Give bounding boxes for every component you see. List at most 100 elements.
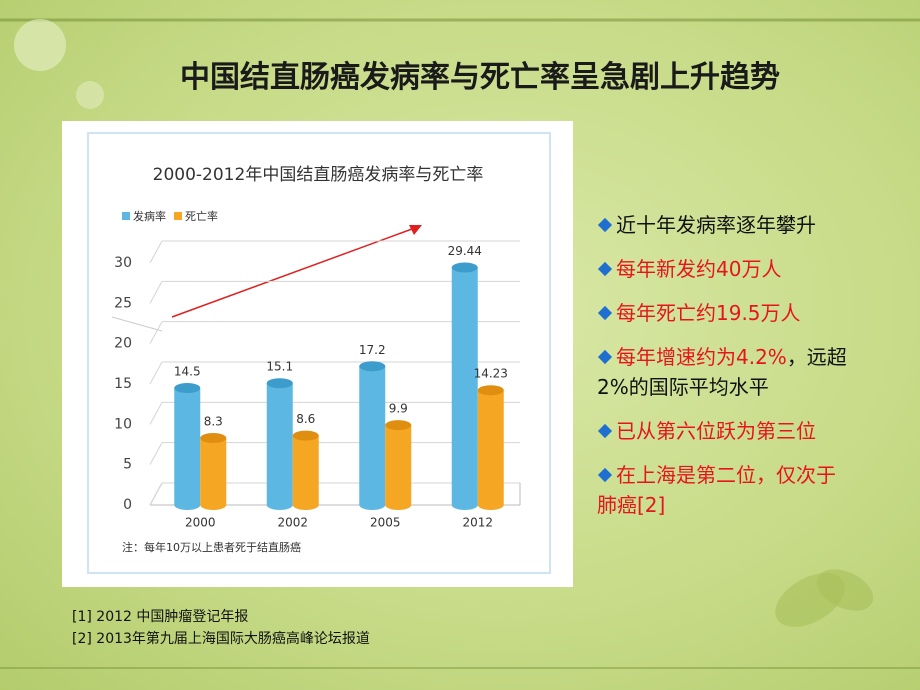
bullet-line: 每年增速约为4.2%，远超 xyxy=(597,342,847,372)
bullet-text: 2%的国际平均水平 xyxy=(597,375,769,399)
bullet-line: 已从第六位跃为第三位 xyxy=(597,416,847,446)
bar-top xyxy=(292,430,319,441)
chart-image: 2000-2012年中国结直肠癌发病率与死亡率 注：每年10万以上患者死于结直肠… xyxy=(62,121,573,587)
grid-line xyxy=(149,240,163,264)
bullet-text: 每年死亡约19.5万人 xyxy=(616,301,801,325)
chart-note: 注：每年10万以上患者死于结直肠癌 xyxy=(122,540,301,554)
bar-base xyxy=(359,500,386,510)
bullet-marker xyxy=(597,467,613,483)
bar-top xyxy=(200,433,227,444)
value-label: 8.6 xyxy=(296,412,315,426)
grid-line xyxy=(149,321,163,344)
y-tick-label: 10 xyxy=(114,416,132,432)
bar-top xyxy=(451,262,478,273)
bullet: 每年增速约为4.2%，远超 2%的国际平均水平 xyxy=(597,342,847,402)
bar-top xyxy=(266,378,293,389)
bullet: 每年死亡约19.5万人 xyxy=(597,298,847,328)
chart-title: 2000-2012年中国结直肠癌发病率与死亡率 xyxy=(153,165,484,185)
legend-swatch xyxy=(122,212,130,220)
legend-label: 发病率 xyxy=(133,209,166,223)
bar xyxy=(174,383,201,510)
bar-base xyxy=(451,500,478,510)
grid-line xyxy=(149,482,163,506)
bar-base xyxy=(174,500,201,510)
bullet-marker xyxy=(597,261,613,277)
bullet-text: ，远超 xyxy=(786,345,847,369)
bar xyxy=(451,262,478,510)
value-label: 17.2 xyxy=(359,343,386,357)
bullet: 在上海是第二位，仅次于肺癌[2] xyxy=(597,460,847,520)
y-tick-label: 5 xyxy=(123,457,132,473)
grid-line xyxy=(149,442,163,465)
value-label: 15.1 xyxy=(266,360,293,374)
grid-line xyxy=(149,402,163,425)
bar-body xyxy=(385,425,412,505)
bar xyxy=(266,378,293,510)
slide-title: 中国结直肠癌发病率与死亡率呈急剧上升趋势 xyxy=(180,60,780,95)
bullet-text: 在上海是第二位，仅次于 xyxy=(616,463,836,487)
reference: [2] 2013年第九届上海国际大肠癌高峰论坛报道 xyxy=(72,631,370,647)
bullet-text: 肺癌[2] xyxy=(597,493,666,517)
value-label: 9.9 xyxy=(389,402,408,416)
bar-body xyxy=(200,438,227,505)
bullet-line: 每年死亡约19.5万人 xyxy=(597,298,847,328)
bullet-line: 每年新发约40万人 xyxy=(597,254,847,284)
bar-top xyxy=(359,361,386,372)
bar-base xyxy=(200,500,227,510)
grid-line xyxy=(149,281,163,304)
bar-body xyxy=(292,435,319,505)
bullet-marker xyxy=(597,217,613,233)
chart-frame xyxy=(87,132,551,574)
chart: 2000-2012年中国结直肠癌发病率与死亡率 注：每年10万以上患者死于结直肠… xyxy=(87,132,551,574)
bar-body xyxy=(451,267,478,505)
bullet-text: 已从第六位跃为第三位 xyxy=(616,419,816,443)
bar-top xyxy=(174,383,201,394)
y-tick-label: 25 xyxy=(114,295,132,311)
x-tick-label: 2000 xyxy=(185,516,216,530)
value-label: 14.23 xyxy=(474,367,508,381)
bar-top xyxy=(385,420,412,431)
bullet-line: 近十年发病率逐年攀升 xyxy=(597,210,847,240)
bullet: 每年新发约40万人 xyxy=(597,254,847,284)
bullet-line: 在上海是第二位，仅次于 xyxy=(597,460,847,490)
bullet-text: 每年增速约为4.2% xyxy=(616,345,787,369)
bar-body xyxy=(266,383,293,505)
value-label: 8.3 xyxy=(204,415,223,429)
bullet-text: 每年新发约40万人 xyxy=(616,257,782,281)
grid-line xyxy=(149,361,163,385)
bar-base xyxy=(292,500,319,510)
bar-body xyxy=(477,390,504,505)
y-tick-label: 0 xyxy=(123,497,132,513)
reference: [1] 2012 中国肿瘤登记年报 xyxy=(72,609,249,625)
bullet-marker xyxy=(597,349,613,365)
bullet-list: 近十年发病率逐年攀升 每年新发约40万人 每年死亡约19.5万人 每年增速约为4.2%… xyxy=(597,210,847,534)
bullet-line: 2%的国际平均水平 xyxy=(597,372,847,402)
bar-base xyxy=(266,500,293,510)
bar-body xyxy=(359,366,386,505)
bullet-text: 近十年发病率逐年攀升 xyxy=(616,213,816,237)
value-label: 14.5 xyxy=(174,365,201,379)
y-tick-label: 15 xyxy=(114,376,132,392)
bar xyxy=(385,420,412,510)
bar-body xyxy=(174,388,201,505)
trend-arrow xyxy=(171,228,413,318)
bar-top xyxy=(477,385,504,396)
bar xyxy=(200,433,227,510)
x-tick-label: 2012 xyxy=(462,516,493,530)
bullet: 近十年发病率逐年攀升 xyxy=(597,210,847,240)
bar xyxy=(359,361,386,510)
bar xyxy=(292,430,319,510)
y-tick-label: 20 xyxy=(114,336,132,352)
x-tick-label: 2005 xyxy=(370,516,401,530)
axis-wall xyxy=(111,316,163,332)
value-label: 29.44 xyxy=(448,244,482,258)
references: [1] 2012 中国肿瘤登记年报 [2] 2013年第九届上海国际大肠癌高峰论坛… xyxy=(72,606,370,650)
arrow-head xyxy=(409,225,422,235)
bar xyxy=(477,385,504,510)
bullet: 已从第六位跃为第三位 xyxy=(597,416,847,446)
x-tick-label: 2002 xyxy=(277,516,308,530)
y-tick-label: 30 xyxy=(114,255,132,271)
bar-base xyxy=(477,500,504,510)
